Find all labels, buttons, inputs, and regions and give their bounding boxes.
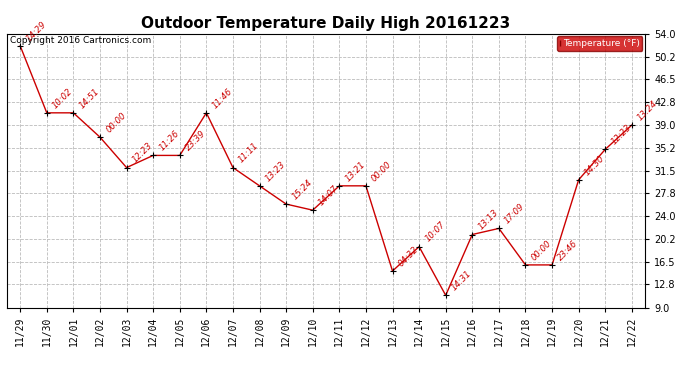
Text: 00:00: 00:00: [104, 111, 128, 134]
Text: 15:24: 15:24: [290, 178, 314, 201]
Text: 13:13: 13:13: [477, 208, 500, 232]
Text: 17:09: 17:09: [503, 202, 526, 226]
Text: 13:23: 13:23: [264, 159, 287, 183]
Text: 00:00: 00:00: [530, 238, 553, 262]
Text: 14:30: 14:30: [583, 153, 607, 177]
Text: 14:07: 14:07: [317, 184, 340, 207]
Text: 12:23: 12:23: [609, 123, 633, 147]
Text: 14:51: 14:51: [77, 87, 101, 110]
Title: Outdoor Temperature Daily High 20161223: Outdoor Temperature Daily High 20161223: [141, 16, 511, 31]
Text: 23:46: 23:46: [556, 238, 580, 262]
Text: 00:00: 00:00: [370, 159, 394, 183]
Legend: Temperature (°F): Temperature (°F): [558, 36, 642, 51]
Text: 13:24: 13:24: [636, 99, 660, 122]
Text: 11:46: 11:46: [210, 87, 234, 110]
Text: 12:23: 12:23: [130, 141, 155, 165]
Text: 13:21: 13:21: [344, 159, 367, 183]
Text: 14:29: 14:29: [24, 20, 48, 43]
Text: 10:02: 10:02: [51, 87, 75, 110]
Text: 14:31: 14:31: [450, 269, 473, 292]
Text: 23:39: 23:39: [184, 129, 208, 153]
Text: Copyright 2016 Cartronics.com: Copyright 2016 Cartronics.com: [10, 36, 151, 45]
Text: 10:07: 10:07: [423, 220, 447, 244]
Text: 04:32: 04:32: [397, 244, 420, 268]
Text: 11:26: 11:26: [157, 129, 181, 153]
Text: 11:11: 11:11: [237, 141, 261, 165]
